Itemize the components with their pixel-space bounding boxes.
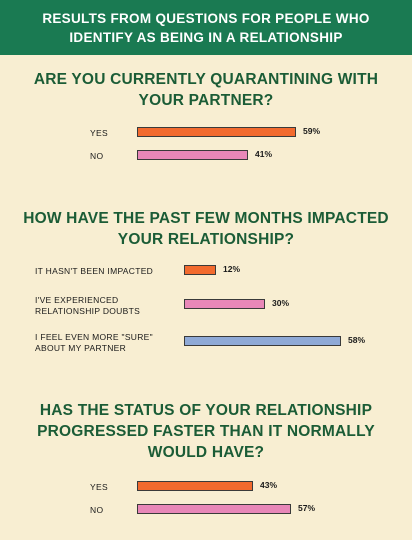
value-label: 12% <box>223 264 241 274</box>
category-label-line: I FEEL EVEN MORE "SURE" <box>35 332 153 342</box>
category-label: YES <box>90 482 108 493</box>
value-label: 57% <box>298 503 316 513</box>
header-title: RESULTS FROM QUESTIONS FOR PEOPLE WHO ID… <box>42 10 370 45</box>
bar <box>184 299 265 309</box>
bar <box>137 150 248 160</box>
category-label: I FEEL EVEN MORE "SURE" ABOUT MY PARTNER <box>35 332 153 353</box>
category-label-line: NO <box>90 505 104 515</box>
category-label: I'VE EXPERIENCED RELATIONSHIP DOUBTS <box>35 295 140 316</box>
category-label-line: IT HASN'T BEEN IMPACTED <box>35 266 154 276</box>
category-label-line: YES <box>90 482 108 492</box>
chart-title-progressed: HAS THE STATUS OF YOUR RELATIONSHIP PROG… <box>37 402 375 461</box>
page-header: RESULTS FROM QUESTIONS FOR PEOPLE WHO ID… <box>0 0 412 55</box>
category-label-line: ABOUT MY PARTNER <box>35 342 127 353</box>
category-label-line: I'VE EXPERIENCED <box>35 295 119 305</box>
category-label: IT HASN'T BEEN IMPACTED <box>35 266 153 277</box>
bar <box>184 265 216 275</box>
value-label: 30% <box>272 298 290 308</box>
category-label-line: YES <box>90 128 108 138</box>
bar <box>137 481 253 491</box>
category-label: NO <box>90 151 103 162</box>
bar <box>184 336 341 346</box>
value-label: 58% <box>348 335 366 345</box>
category-label-line: RELATIONSHIP DOUBTS <box>35 305 141 316</box>
value-label: 43% <box>260 480 278 490</box>
category-label-line: NO <box>90 151 104 161</box>
bar <box>137 504 291 514</box>
value-label: 41% <box>255 149 273 159</box>
chart-title-quarantining: ARE YOU CURRENTLY QUARANTINING WITH YOUR… <box>33 71 379 109</box>
bar <box>137 127 296 137</box>
category-label: YES <box>90 128 108 139</box>
category-label: NO <box>90 505 103 516</box>
value-label: 59% <box>303 126 321 136</box>
chart-title-impact: HOW HAVE THE PAST FEW MONTHS IMPACTED YO… <box>23 210 389 248</box>
